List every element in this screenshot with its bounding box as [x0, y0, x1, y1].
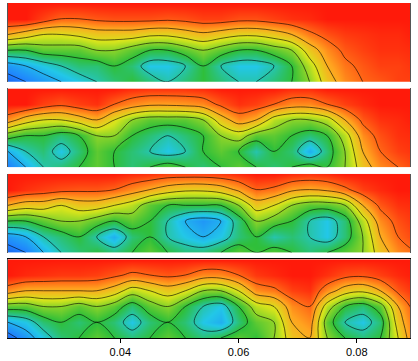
- svg-text:0.04: 0.04: [110, 346, 131, 358]
- svg-text:0.08: 0.08: [346, 346, 367, 358]
- svg-text:0.06: 0.06: [228, 346, 249, 358]
